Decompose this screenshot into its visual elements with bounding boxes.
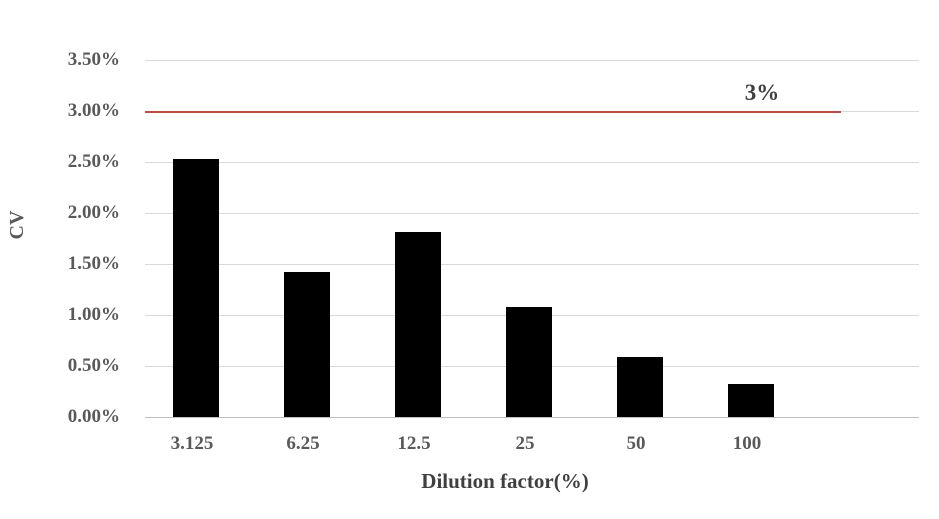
y-tick-label: 3.00%	[67, 100, 120, 121]
y-tick-label: 0.00%	[67, 406, 120, 427]
y-tick-label: 2.50%	[67, 151, 120, 172]
x-tick-label: 12.5	[397, 433, 431, 454]
bar-25	[506, 306, 552, 417]
y-tick-label: 1.50%	[67, 253, 120, 274]
x-tick-label: 3.125	[170, 433, 214, 454]
reference-line-label: 3%	[744, 80, 780, 105]
y-tick-label: 0.50%	[67, 355, 120, 376]
gridline	[145, 60, 919, 61]
bar-6.25	[284, 272, 330, 417]
y-tick-label: 3.50%	[67, 49, 120, 70]
x-tick-label: 50	[626, 433, 646, 454]
x-tick-label: 25	[515, 433, 535, 454]
x-axis-line	[145, 417, 919, 418]
y-axis-title: CV	[6, 210, 28, 240]
gridline	[145, 264, 919, 265]
gridline	[145, 213, 919, 214]
bar-100	[728, 384, 774, 417]
bar-50	[617, 356, 663, 417]
bar-3.125	[173, 158, 219, 417]
reference-line-3pct	[145, 111, 841, 113]
x-tick-label: 100	[732, 433, 762, 454]
x-tick-label: 6.25	[286, 433, 320, 454]
gridline	[145, 162, 919, 163]
x-axis-title: Dilution factor(%)	[421, 469, 589, 493]
y-tick-label: 1.00%	[67, 304, 120, 325]
bar-12.5	[395, 232, 441, 417]
plot-area: 3%	[145, 60, 919, 418]
y-tick-label: 2.00%	[67, 202, 120, 223]
